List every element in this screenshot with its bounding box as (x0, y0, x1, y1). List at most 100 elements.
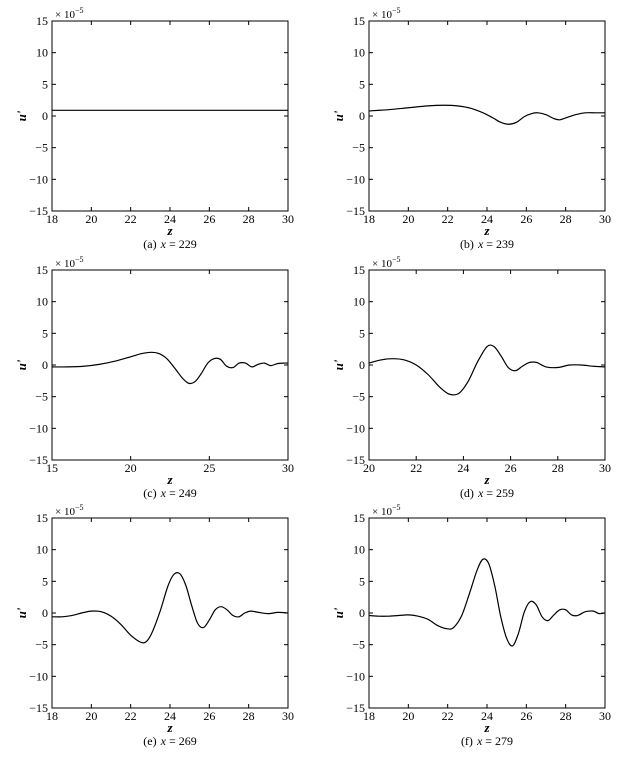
plot-frame (51, 269, 289, 461)
x-tick-label: 22 (442, 212, 454, 226)
y-tick-label: 15 (353, 263, 365, 277)
y-tick-label: −10 (346, 421, 365, 435)
y-tick-label: −5 (352, 638, 365, 652)
y-tick-label: −5 (352, 141, 365, 155)
x-tick-label: 24 (164, 709, 176, 723)
y-tick-label: 15 (36, 511, 48, 525)
y-tick-label: −10 (29, 669, 48, 683)
x-axis-label: z (483, 720, 490, 735)
x-tick-label: 20 (125, 461, 137, 475)
x-tick-label: 24 (481, 212, 493, 226)
y-tick-label: −10 (346, 172, 365, 186)
x-tick-label: 18 (46, 709, 58, 723)
y-tick-label: −15 (346, 453, 365, 467)
x-tick-label: 26 (520, 212, 532, 226)
y-tick-label: 15 (353, 14, 365, 28)
x-tick-label: 28 (243, 709, 255, 723)
y-tick-label: −10 (29, 421, 48, 435)
y-tick-label: 5 (359, 326, 365, 340)
scale-factor-label: × 10−5 (372, 6, 400, 21)
scale-factor-label: × 10−5 (55, 255, 83, 270)
panel-caption: (c) x = 249 (143, 486, 196, 500)
x-axis-label: z (166, 472, 173, 487)
y-tick-label: −5 (35, 141, 48, 155)
x-tick-label: 30 (599, 461, 611, 475)
series-line-0 (368, 344, 606, 396)
scale-factor-label: × 10−5 (55, 503, 83, 518)
chart-panel-a: 18 20 22 24 26 28 30 −15 −10 −5 0 5 10 15 × 10−5 u' z(a)… (14, 6, 294, 251)
y-tick-label: −15 (29, 204, 48, 218)
y-tick-label: −15 (29, 453, 48, 467)
x-tick-label: 30 (599, 212, 611, 226)
x-axis-label: z (166, 223, 173, 238)
x-tick-label: 24 (457, 461, 469, 475)
y-tick-label: 15 (353, 511, 365, 525)
x-tick-label: 28 (560, 709, 572, 723)
x-tick-label: 30 (282, 709, 294, 723)
panel-caption: (b) x = 239 (460, 237, 514, 251)
chart-panel-c: 15 20 25 30 −15 −10 −5 0 5 10 15 × 10−5 u' z(c) x = 24… (14, 255, 294, 500)
y-tick-label: 0 (359, 358, 365, 372)
x-tick-label: 22 (410, 461, 422, 475)
y-axis-label: u' (331, 359, 346, 370)
y-tick-label: 10 (36, 543, 48, 557)
x-axis-label: z (483, 472, 490, 487)
y-tick-label: 0 (359, 606, 365, 620)
panel-caption: (d) x = 259 (460, 486, 514, 500)
y-tick-label: 5 (359, 77, 365, 91)
y-tick-label: 10 (36, 46, 48, 60)
y-tick-label: 10 (353, 295, 365, 309)
y-tick-label: −5 (35, 390, 48, 404)
chart-panel-d: 20 22 24 26 28 30 −15 −10 −5 0 5 10 15 × 10−5 u' z(d) x … (331, 255, 611, 500)
x-tick-label: 22 (125, 709, 137, 723)
chart-panel-e: 18 20 22 24 26 28 30 −15 −10 −5 0 5 10 15 × 10−5 u' z(e)… (14, 503, 294, 748)
series-line-0 (51, 351, 289, 385)
y-tick-label: −5 (352, 390, 365, 404)
x-tick-label: 30 (599, 709, 611, 723)
plot-frame (51, 20, 289, 212)
y-tick-label: −10 (29, 172, 48, 186)
x-tick-label: 26 (203, 709, 215, 723)
y-tick-label: −5 (35, 638, 48, 652)
x-tick-label: 18 (46, 212, 58, 226)
x-tick-label: 28 (560, 212, 572, 226)
y-axis-label: u' (14, 607, 29, 618)
series-line-0 (51, 572, 289, 644)
y-tick-label: 0 (42, 358, 48, 372)
x-tick-label: 22 (442, 709, 454, 723)
y-tick-label: 5 (42, 574, 48, 588)
x-tick-label: 24 (481, 709, 493, 723)
y-tick-label: 10 (353, 46, 365, 60)
x-axis-label: z (483, 223, 490, 238)
x-tick-label: 30 (282, 461, 294, 475)
y-tick-label: 5 (42, 326, 48, 340)
x-tick-label: 30 (282, 212, 294, 226)
panel-caption: (e) x = 269 (143, 734, 196, 748)
y-tick-label: 10 (353, 543, 365, 557)
x-tick-label: 20 (85, 709, 97, 723)
y-axis-label: u' (331, 607, 346, 618)
x-tick-label: 20 (402, 709, 414, 723)
y-axis-label: u' (331, 110, 346, 121)
x-tick-label: 18 (363, 709, 375, 723)
chart-panel-b: 18 20 22 24 26 28 30 −15 −10 −5 0 5 10 15 × 10−5 u' z(b)… (331, 6, 611, 251)
y-tick-label: 15 (36, 263, 48, 277)
y-tick-label: −15 (346, 701, 365, 715)
series-line-0 (368, 104, 605, 125)
y-axis-label: u' (14, 110, 29, 121)
series-line-0 (368, 558, 606, 647)
chart-panel-f: 18 20 22 24 26 28 30 −15 −10 −5 0 5 10 15 × 10−5 u' z(f)… (331, 503, 611, 748)
x-tick-label: 18 (363, 212, 375, 226)
x-tick-label: 26 (505, 461, 517, 475)
x-tick-label: 28 (243, 212, 255, 226)
x-tick-label: 24 (164, 212, 176, 226)
scale-factor-label: × 10−5 (372, 503, 400, 518)
x-tick-label: 26 (203, 212, 215, 226)
x-tick-label: 26 (520, 709, 532, 723)
scale-factor-label: × 10−5 (372, 255, 400, 270)
x-tick-label: 20 (402, 212, 414, 226)
y-tick-label: 0 (359, 109, 365, 123)
y-tick-label: 5 (359, 574, 365, 588)
y-tick-label: 0 (42, 606, 48, 620)
y-tick-label: −15 (29, 701, 48, 715)
